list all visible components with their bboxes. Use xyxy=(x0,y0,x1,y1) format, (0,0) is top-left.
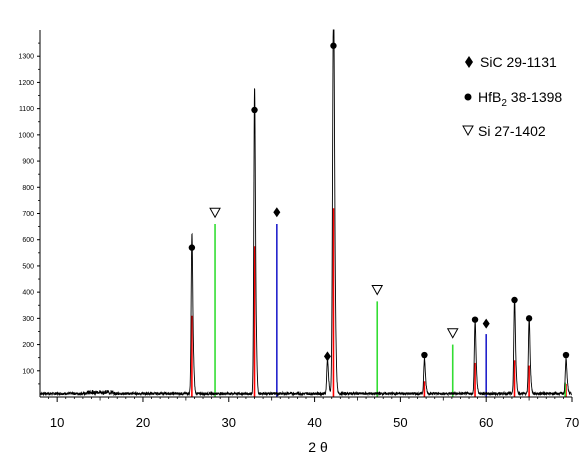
reference-lines xyxy=(191,208,567,397)
legend-entry-sic: SiC 29-1131 xyxy=(465,54,557,70)
legend-label-hfb2-sub: 2 xyxy=(501,98,507,109)
circle-marker xyxy=(251,106,258,114)
diamond-icon xyxy=(465,56,473,68)
x-tick-label: 30 xyxy=(222,415,236,430)
legend: SiC 29-1131 HfB2 38-1398 Si 27-1402 xyxy=(462,54,562,139)
circle-marker xyxy=(562,351,570,359)
triangle-down-icon xyxy=(462,125,474,137)
circle-marker xyxy=(330,42,337,49)
y-tick-label: 1300 xyxy=(18,54,34,61)
legend-entry-hfb2: HfB2 38-1398 xyxy=(464,89,562,109)
phase-markers xyxy=(188,42,570,362)
legend-label-sic: SiC 29-1131 xyxy=(480,54,557,70)
diffraction-pattern xyxy=(39,29,573,397)
pattern-line xyxy=(39,29,573,397)
legend-label-hfb2: HfB2 38-1398 xyxy=(478,89,562,109)
y-tick-label: 1200 xyxy=(18,80,34,87)
axes xyxy=(39,30,572,398)
x-tick-label: 20 xyxy=(136,415,150,430)
triangle-marker xyxy=(209,207,221,219)
x-tick-label: 70 xyxy=(565,415,579,430)
diamond-marker xyxy=(273,207,281,218)
x-ticks: 10 20 30 40 50 60 70 xyxy=(48,397,579,430)
x-tick-label: 50 xyxy=(393,415,407,430)
triangle-marker xyxy=(371,285,384,296)
diamond-marker xyxy=(323,351,331,362)
x-tick-label: 60 xyxy=(479,415,493,430)
x-tick-label: 10 xyxy=(50,415,64,430)
circle-marker xyxy=(471,316,479,323)
circle-marker xyxy=(511,296,518,304)
circle-marker xyxy=(525,315,533,322)
y-tick-label: 500 xyxy=(22,263,34,270)
y-ticks: 100 200 300 400 500 600 700 800 900 1000 1100 1200 1… xyxy=(18,42,40,385)
y-tick-label: 400 xyxy=(22,290,34,297)
legend-label-hfb2-rest: 38-1398 xyxy=(507,89,562,105)
y-tick-label: 300 xyxy=(22,316,34,323)
y-tick-label: 900 xyxy=(22,159,34,166)
legend-entry-si: Si 27-1402 xyxy=(462,123,546,139)
legend-label-hfb2-main: HfB xyxy=(478,89,501,105)
circle-marker xyxy=(421,351,428,359)
circle-marker xyxy=(188,244,196,251)
x-axis-label: 2 θ xyxy=(308,439,328,455)
y-tick-label: 100 xyxy=(22,368,34,375)
y-tick-label: 700 xyxy=(22,211,34,218)
y-tick-label: 1100 xyxy=(19,106,34,113)
y-tick-label: 1000 xyxy=(18,132,34,139)
legend-label-si: Si 27-1402 xyxy=(478,123,546,139)
triangle-marker xyxy=(446,328,459,339)
circle-icon xyxy=(464,93,472,101)
x-tick-label: 40 xyxy=(307,415,321,430)
y-tick-label: 600 xyxy=(22,237,34,244)
y-tick-label: 800 xyxy=(22,185,34,192)
diamond-marker xyxy=(482,318,490,329)
y-tick-label: 200 xyxy=(22,342,34,349)
